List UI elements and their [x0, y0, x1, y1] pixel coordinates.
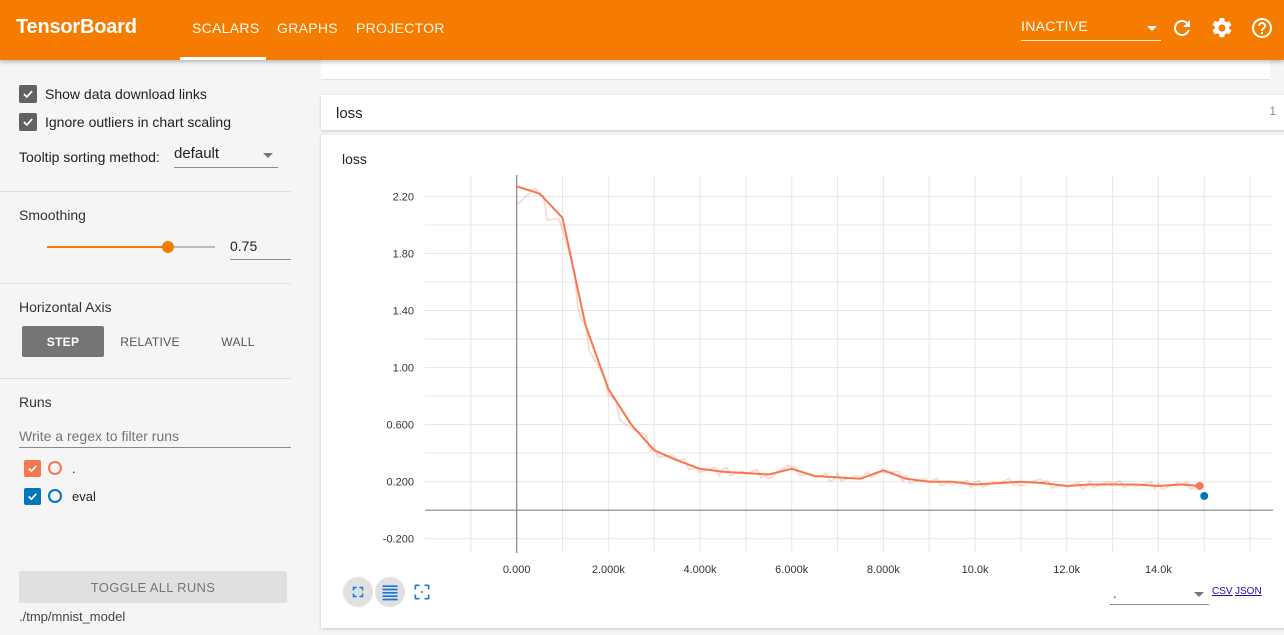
x-tick-label: 2.000k	[592, 564, 626, 576]
ignore-outliers-checkbox[interactable]: Ignore outliers in chart scaling	[19, 112, 231, 132]
axis-step-button[interactable]: STEP	[22, 326, 104, 357]
smoothing-slider-fill	[47, 246, 173, 248]
checkbox-checked-icon[interactable]	[24, 487, 41, 505]
y-tick-label: -0.200	[383, 534, 414, 546]
active-tab-indicator	[180, 57, 266, 60]
loss-chart[interactable]: 0.000 2.000k 4.000k 6.000k 8.000k 10.0k 12.0k 1…	[321, 135, 1284, 628]
run-row-dot[interactable]: .	[24, 459, 76, 477]
smoothing-slider-handle[interactable]	[161, 241, 174, 253]
show-download-links-checkbox[interactable]: Show data download links	[19, 84, 207, 104]
help-icon[interactable]	[1250, 16, 1274, 40]
checkbox-checked-icon[interactable]	[24, 459, 41, 477]
chevron-down-icon	[263, 153, 273, 158]
download-run-value: .	[1113, 586, 1117, 601]
ignore-outliers-label: Ignore outliers in chart scaling	[45, 114, 231, 130]
toggle-log-scale-button[interactable]	[375, 577, 405, 607]
log-directory-label: ./tmp/mnist_model	[19, 609, 126, 624]
y-tick-label: 0.200	[386, 477, 414, 489]
horizontal-axis-title: Horizontal Axis	[19, 299, 112, 315]
tag-group-count: 1	[1269, 104, 1276, 118]
tooltip-sorting-select[interactable]: default	[174, 145, 278, 168]
tab-scalars[interactable]: SCALARS	[192, 20, 260, 36]
smoothing-input[interactable]: 0.75	[230, 238, 291, 260]
x-tick-label: 14.0k	[1145, 564, 1172, 576]
inactive-dashboards-select[interactable]: INACTIVE	[1021, 18, 1161, 41]
smoothing-title: Smoothing	[19, 207, 86, 223]
divider	[0, 283, 291, 284]
y-tick-label: 1.40	[393, 306, 414, 318]
tooltip-sorting-value: default	[174, 145, 220, 162]
series-line-dot-run	[516, 185, 1200, 488]
x-tick-label: 8.000k	[867, 564, 901, 576]
y-tick-label: 1.00	[393, 363, 414, 375]
y-tick-label: 2.20	[393, 191, 414, 203]
y-tick-label: 0.600	[386, 420, 414, 432]
download-run-select[interactable]: .	[1110, 584, 1209, 605]
chart-title: loss	[342, 151, 367, 167]
show-download-links-label: Show data download links	[45, 86, 207, 102]
refresh-icon[interactable]	[1170, 16, 1194, 40]
smoothing-slider[interactable]	[47, 241, 215, 253]
run-color-circle-icon	[48, 461, 62, 475]
main-content: loss 1 loss 0.000 2.000k 4.000k 6.000k 8.000…	[306, 52, 1284, 635]
x-tick-label: 0.000	[503, 564, 531, 576]
sidebar: Show data download links Ignore outliers…	[0, 60, 306, 635]
app-title: TensorBoard	[16, 16, 137, 38]
divider	[0, 378, 291, 379]
checkbox-checked-icon	[19, 113, 37, 131]
series-end-point	[1195, 481, 1204, 490]
expand-chart-button[interactable]	[343, 577, 373, 607]
fit-domain-button[interactable]	[407, 577, 437, 607]
run-name: .	[72, 460, 76, 476]
inactive-select-value: INACTIVE	[1021, 18, 1088, 34]
axis-wall-button[interactable]: WALL	[221, 334, 255, 349]
json-download-link[interactable]: JSON	[1235, 586, 1262, 597]
axis-relative-button[interactable]: RELATIVE	[120, 334, 180, 349]
tag-group-name: loss	[336, 105, 363, 122]
toggle-all-runs-button[interactable]: TOGGLE ALL RUNS	[19, 571, 287, 603]
chevron-down-icon	[1147, 26, 1157, 31]
fullscreen-icon	[352, 586, 364, 598]
x-tick-label: 12.0k	[1053, 564, 1080, 576]
chart-card: loss 0.000 2.000k 4.000k 6.000k 8.000k 10.0k 1…	[321, 135, 1284, 628]
tab-projector[interactable]: PROJECTOR	[356, 20, 445, 36]
tooltip-sorting-label: Tooltip sorting method:	[19, 149, 160, 165]
top-app-bar: TensorBoard SCALARS GRAPHS PROJECTOR INA…	[0, 0, 1284, 60]
divider	[0, 191, 291, 192]
grid-lines	[425, 175, 1273, 553]
x-tick-label: 10.0k	[962, 564, 989, 576]
tab-graphs[interactable]: GRAPHS	[277, 20, 338, 36]
x-tick-label: 6.000k	[775, 564, 809, 576]
y-tick-label: 1.80	[393, 248, 414, 260]
series-point-eval	[1200, 491, 1209, 500]
settings-icon[interactable]	[1210, 16, 1234, 40]
run-name: eval	[72, 488, 96, 504]
smoothing-value: 0.75	[230, 238, 258, 254]
list-icon	[382, 585, 398, 601]
x-tick-label: 4.000k	[684, 564, 718, 576]
run-color-circle-icon	[48, 489, 62, 503]
fit-to-data-icon	[414, 584, 430, 600]
runs-title: Runs	[19, 394, 52, 410]
runs-filter-input[interactable]	[19, 424, 291, 448]
run-row-eval[interactable]: eval	[24, 487, 96, 505]
chevron-down-icon	[1194, 592, 1204, 597]
tag-group-header[interactable]: loss 1	[321, 95, 1284, 130]
checkbox-checked-icon	[19, 85, 37, 103]
csv-download-link[interactable]: CSV	[1212, 586, 1233, 597]
